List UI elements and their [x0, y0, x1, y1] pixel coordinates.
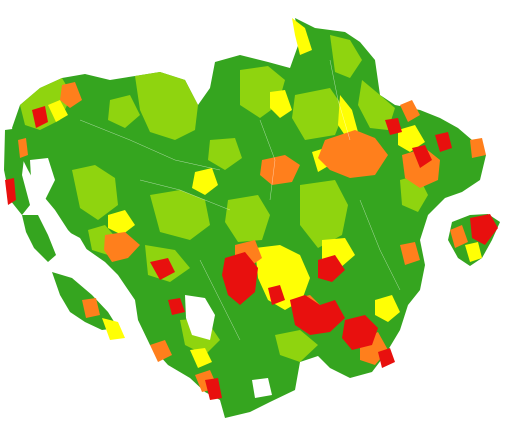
region: [400, 100, 420, 122]
region: [205, 378, 222, 400]
holes: [30, 158, 272, 398]
region: [318, 130, 388, 178]
region: [108, 210, 135, 235]
region: [18, 138, 28, 158]
region: [292, 18, 312, 55]
region: [102, 318, 125, 340]
border-line: [79, 119, 221, 171]
region: [225, 195, 270, 242]
region: [150, 340, 172, 362]
border-line: [199, 259, 241, 341]
region: [338, 95, 358, 140]
region: [260, 155, 300, 185]
border-line: [329, 59, 351, 141]
region: [400, 242, 420, 265]
region: [208, 138, 242, 170]
region: [150, 190, 210, 240]
border-line: [359, 199, 401, 291]
region: [435, 132, 452, 152]
region: [104, 232, 140, 262]
region: [470, 214, 498, 245]
region: [465, 242, 482, 262]
region: [168, 298, 185, 315]
hole: [30, 158, 55, 200]
region: [300, 180, 348, 248]
region-borders: [79, 59, 401, 341]
region: [330, 35, 362, 78]
region: [135, 72, 198, 140]
region: [358, 80, 395, 130]
region: [342, 315, 378, 350]
region: [150, 258, 175, 280]
hole: [252, 378, 272, 398]
region-west-coast-2: [22, 215, 56, 262]
region: [222, 252, 258, 305]
region: [412, 145, 432, 168]
hole: [185, 295, 215, 340]
border-line: [259, 119, 276, 201]
region: [108, 95, 140, 128]
region: [32, 106, 48, 128]
region: [72, 165, 118, 220]
class-medium: [48, 18, 482, 368]
region: [398, 125, 425, 152]
region: [255, 245, 310, 310]
region: [192, 168, 218, 195]
region: [5, 178, 16, 205]
region: [378, 348, 395, 368]
region: [190, 348, 212, 368]
region: [48, 100, 68, 122]
region: [268, 285, 285, 305]
region: [290, 295, 345, 335]
hole: [62, 230, 90, 262]
region: [60, 82, 82, 108]
region: [450, 225, 468, 248]
region: [318, 255, 345, 282]
region: [385, 118, 402, 135]
region: [82, 298, 100, 318]
region: [470, 138, 486, 158]
region: [292, 88, 345, 140]
region: [270, 90, 292, 118]
class-very-high: [5, 106, 498, 400]
border-line: [139, 179, 231, 211]
region: [375, 295, 400, 322]
region: [275, 330, 318, 362]
